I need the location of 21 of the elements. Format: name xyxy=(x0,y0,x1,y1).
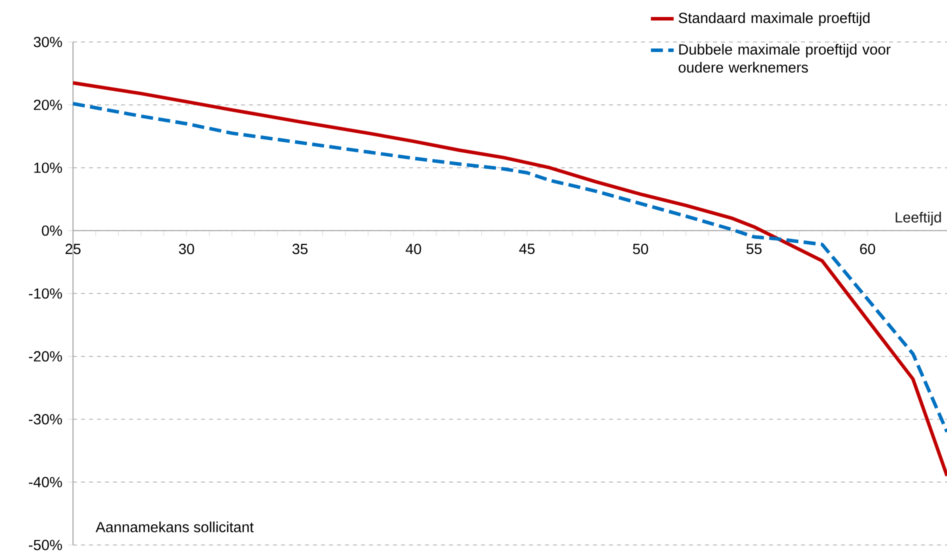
x-tick-label: 50 xyxy=(632,244,648,254)
legend-label: Standaard maximale proeftijd xyxy=(678,12,870,26)
x-tick-label: 60 xyxy=(860,244,876,254)
x-tick-label: 45 xyxy=(519,244,535,254)
x-tick-label: 35 xyxy=(292,244,308,254)
y-tick-label: 0% xyxy=(42,225,62,236)
y-tick-label: -10% xyxy=(28,288,62,299)
x-tick-label: 40 xyxy=(406,244,422,254)
y-tick-label: 30% xyxy=(34,36,62,48)
y-axis-title: Aannamekans sollicitant xyxy=(96,522,254,532)
y-tick-label: -20% xyxy=(28,351,62,362)
x-tick-label: 30 xyxy=(178,244,194,254)
y-tick-label: -40% xyxy=(28,476,62,488)
x-tick-label: 55 xyxy=(746,244,762,254)
x-axis-title: Leeftijd xyxy=(896,212,941,226)
y-tick-label: -30% xyxy=(28,414,62,424)
y-tick-label: -50% xyxy=(28,540,62,550)
x-tick-label: 25 xyxy=(66,244,81,254)
y-tick-label: 10% xyxy=(34,162,62,173)
legend-label: Dubbele maximale proeftijd voor oudere werknemers xyxy=(678,44,891,73)
y-tick-label: 20% xyxy=(34,100,62,110)
